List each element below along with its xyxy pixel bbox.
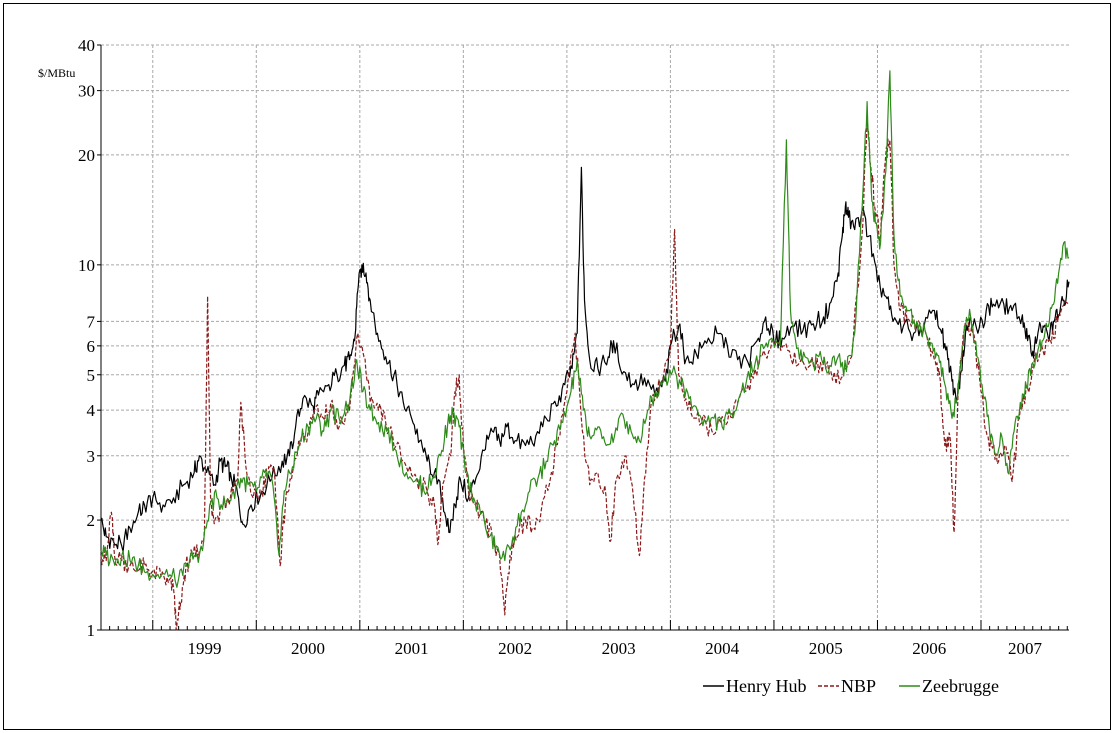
x-tick-label: 2007 bbox=[1008, 639, 1043, 658]
x-tick-label: 2002 bbox=[498, 639, 532, 658]
y-tick-label: 40 bbox=[78, 36, 95, 55]
chart-frame bbox=[3, 3, 1111, 730]
y-tick-label: 4 bbox=[87, 401, 96, 420]
legend-label-nbp: NBP bbox=[841, 676, 876, 696]
legend: Henry Hub NBP Zeebrugge bbox=[703, 676, 999, 696]
x-tick-label: 2005 bbox=[809, 639, 843, 658]
y-tick-label: 5 bbox=[87, 366, 96, 385]
series-lines bbox=[100, 70, 1070, 631]
x-tick-label: 1999 bbox=[188, 639, 222, 658]
x-tick-label: 2006 bbox=[912, 639, 946, 658]
y-tick-label: 3 bbox=[87, 447, 96, 466]
series-line-zeebrugge bbox=[100, 70, 1070, 588]
y-tick-label: 30 bbox=[78, 82, 95, 101]
y-tick-label: 10 bbox=[78, 256, 95, 275]
y-tick-label: 7 bbox=[87, 312, 96, 331]
series-line-henry-hub bbox=[100, 166, 1070, 553]
x-tick-label: 2003 bbox=[602, 639, 636, 658]
y-axis-unit-label: $/MBtu bbox=[38, 66, 75, 80]
y-tick-label: 2 bbox=[87, 511, 96, 530]
grid bbox=[101, 44, 1069, 631]
x-tick-label: 2004 bbox=[705, 639, 740, 658]
x-tick-label: 2000 bbox=[291, 639, 325, 658]
axes: 1 2 3 4 5 6 7 10 20 30 40 1999 2000 2001 2002 2003 2004 2… bbox=[78, 36, 1069, 658]
y-tick-label: 6 bbox=[87, 337, 96, 356]
y-tick-label: 20 bbox=[78, 146, 95, 165]
y-tick-label: 1 bbox=[87, 621, 96, 640]
x-tick-label: 2001 bbox=[395, 639, 429, 658]
legend-label-zeebrugge: Zeebrugge bbox=[922, 676, 999, 696]
legend-label-henry-hub: Henry Hub bbox=[726, 676, 806, 696]
